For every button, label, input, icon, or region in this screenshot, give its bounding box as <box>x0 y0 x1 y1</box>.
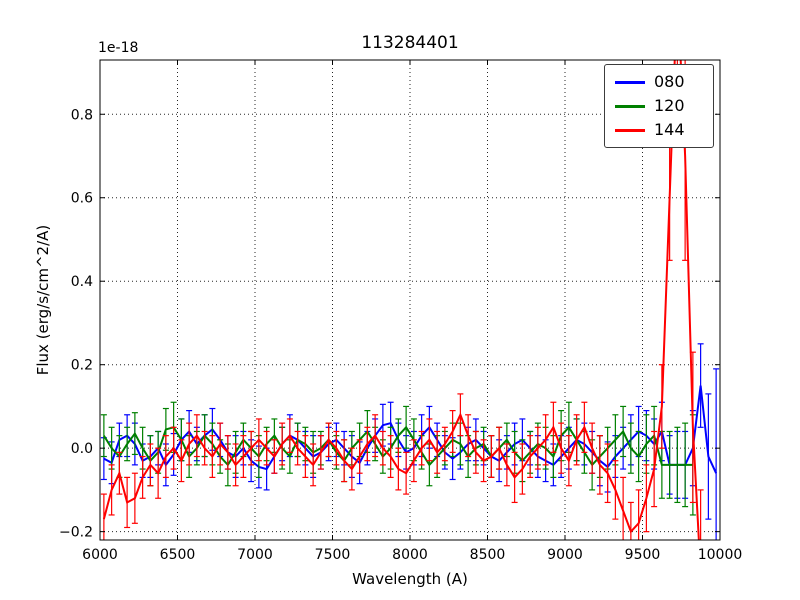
y-tick-label: 0.4 <box>71 274 93 290</box>
y-offset-label: 1e-18 <box>98 40 138 56</box>
y-axis-label: Flux (erg/s/cm^2/A) <box>34 225 52 376</box>
legend-entry-144: 144 <box>615 120 703 140</box>
x-tick-label: 6000 <box>82 547 118 563</box>
x-tick-label: 9000 <box>547 547 583 563</box>
y-tick-label: −0.2 <box>59 525 93 541</box>
x-axis-label: Wavelength (A) <box>352 570 468 588</box>
legend-label-120: 120 <box>654 96 685 115</box>
legend-line-blue-icon <box>615 80 645 84</box>
x-tick-label: 8500 <box>470 547 506 563</box>
x-tick-label: 7000 <box>237 547 273 563</box>
x-tick-label: 9500 <box>625 547 661 563</box>
y-tick-label: 0.2 <box>71 358 93 374</box>
y-tick-label: 0.0 <box>71 441 93 457</box>
y-tick-label: 0.6 <box>71 191 93 207</box>
legend-line-green-icon <box>615 104 645 108</box>
legend: 080 120 144 <box>604 64 714 148</box>
plot-title: 113284401 <box>361 33 458 53</box>
x-tick-label: 6500 <box>160 547 196 563</box>
legend-label-144: 144 <box>654 120 685 139</box>
y-tick-label: 0.8 <box>71 107 93 123</box>
x-tick-label: 8000 <box>392 547 428 563</box>
legend-entry-080: 080 <box>615 72 703 92</box>
legend-label-080: 080 <box>654 72 685 91</box>
legend-line-red-icon <box>615 128 645 132</box>
x-tick-label: 10000 <box>698 547 743 563</box>
legend-entry-120: 120 <box>615 96 703 116</box>
x-tick-label: 7500 <box>315 547 351 563</box>
series-144 <box>100 60 704 540</box>
